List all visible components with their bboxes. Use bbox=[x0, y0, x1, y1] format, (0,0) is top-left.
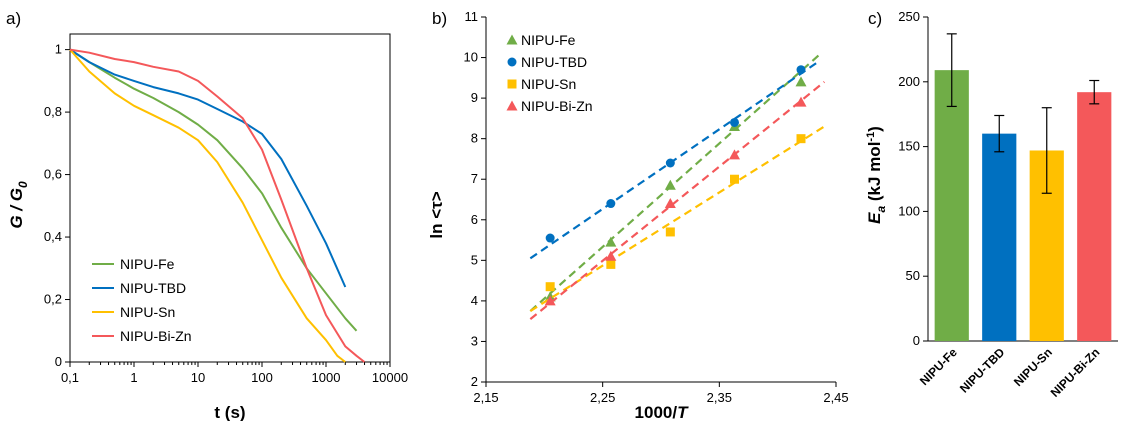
panel-a-ylabel: G / G0 bbox=[7, 181, 30, 229]
panel-a-xtick-label: 10000 bbox=[372, 370, 408, 385]
panel-b-fit-nipu-sn bbox=[529, 125, 825, 312]
panel-a-xtick-label: 1000 bbox=[312, 370, 341, 385]
panel-b-legend-entry: NIPU-Fe bbox=[521, 32, 576, 48]
panel-a-ytick-label: 0,6 bbox=[44, 167, 62, 182]
panel-b-ytick-label: 3 bbox=[471, 333, 478, 348]
panel-c-category-label: NIPU-Sn bbox=[1011, 345, 1055, 389]
panel-b-legend-entry: NIPU-TBD bbox=[521, 54, 587, 70]
panel-c-ytick-label: 150 bbox=[898, 139, 920, 154]
panel-b-label: b) bbox=[432, 9, 447, 28]
panel-a-ytick-label: 0 bbox=[55, 354, 62, 369]
panel-b-point-nipu-sn bbox=[606, 259, 616, 269]
panel-b-ytick-label: 7 bbox=[471, 171, 478, 186]
panel-b-point-nipu-tbd bbox=[606, 199, 616, 209]
panel-b-point-nipu-bi-zn bbox=[544, 295, 556, 306]
panel-c-category-label: NIPU-Fe bbox=[917, 345, 960, 388]
panel-b-point-nipu-fe bbox=[795, 76, 807, 87]
panel-b-ytick-label: 2 bbox=[471, 374, 478, 389]
panel-a-series-nipu-bi-zn bbox=[69, 48, 366, 363]
panel-b-legend-marker bbox=[506, 100, 518, 111]
panel-b-point-nipu-bi-zn bbox=[795, 96, 807, 107]
panel-a-xtick-label: 100 bbox=[251, 370, 273, 385]
panel-b-xtick-label: 2,35 bbox=[707, 390, 732, 405]
panel-b-fit-nipu-tbd bbox=[529, 60, 820, 260]
panel-a-legend-entry: NIPU-TBD bbox=[120, 280, 186, 296]
panel-a-xtick-label: 0,1 bbox=[61, 370, 79, 385]
panel-b-point-nipu-tbd bbox=[545, 233, 555, 243]
panel-b-fit-nipu-fe bbox=[529, 54, 820, 312]
panel-b-point-nipu-bi-zn bbox=[729, 149, 740, 160]
panel-b: b) 1000/T ln <τ> 2,15 2,25 2,35 2,45 2 3 4 5 6 7 8… bbox=[427, 9, 849, 421]
panel-b-point-nipu-tbd bbox=[730, 117, 739, 127]
panel-c-ylabel: Ea (kJ mol-1) bbox=[865, 126, 888, 224]
panel-b-point-nipu-tbd bbox=[796, 65, 806, 75]
panel-a-ytick-label: 0,2 bbox=[44, 292, 62, 307]
panel-a-ytick-label: 0,8 bbox=[44, 104, 62, 119]
panel-a-xtick-label: 1 bbox=[130, 370, 137, 385]
panel-a-legend-entry: NIPU-Bi-Zn bbox=[120, 328, 192, 344]
panel-b-ytick-label: 6 bbox=[471, 212, 478, 227]
panel-c-category-label: NIPU-Bi-Zn bbox=[1048, 345, 1103, 400]
panel-b-xtick-label: 2,45 bbox=[823, 390, 848, 405]
panel-b-point-nipu-bi-zn bbox=[664, 198, 676, 209]
panel-b-fit-nipu-bi-zn bbox=[529, 81, 826, 320]
panel-c-bar bbox=[982, 133, 1017, 341]
panel-c-bar bbox=[934, 70, 969, 342]
panel-a-ytick-label: 0,4 bbox=[44, 229, 62, 244]
panel-b-ytick-label: 9 bbox=[471, 90, 478, 105]
panel-a-series-nipu-fe bbox=[69, 48, 358, 332]
panel-c-bar bbox=[1077, 92, 1112, 341]
panel-b-point-nipu-fe bbox=[605, 236, 617, 247]
panel-b-legend-entry: NIPU-Sn bbox=[521, 76, 576, 92]
panel-b-point-nipu-sn bbox=[730, 174, 739, 184]
panel-b-point-nipu-bi-zn bbox=[605, 250, 617, 261]
panel-a-label: a) bbox=[6, 9, 21, 28]
panel-b-point-nipu-sn bbox=[796, 134, 806, 144]
panel-a-legend-entry: NIPU-Sn bbox=[120, 304, 175, 320]
panel-a-xlabel: t (s) bbox=[214, 403, 245, 421]
panel-c-category-label: NIPU-TBD bbox=[957, 345, 1008, 396]
panel-b-xtick-label: 2,15 bbox=[473, 390, 498, 405]
panel-b-legend-marker bbox=[506, 34, 518, 45]
panel-b-point-nipu-fe bbox=[664, 179, 676, 190]
panel-b-ytick-label: 4 bbox=[471, 293, 478, 308]
panel-a: a) t (s) G / G0 0,1 1 10 100 1000 10000 0 0,2 0,… bbox=[6, 9, 408, 421]
panel-b-point-nipu-tbd bbox=[665, 158, 675, 168]
panel-a-ytick-label: 1 bbox=[55, 42, 62, 57]
panel-c-label: c) bbox=[868, 9, 882, 28]
panel-a-series-nipu-sn bbox=[69, 48, 346, 363]
panel-a-plot-frame bbox=[69, 33, 391, 363]
panel-a-legend-entry: NIPU-Fe bbox=[120, 256, 175, 272]
panel-b-xtick-label: 2,25 bbox=[590, 390, 615, 405]
panel-b-xlabel: 1000/T bbox=[635, 403, 690, 421]
panel-c-ytick-label: 100 bbox=[898, 203, 920, 218]
panel-c-ytick-label: 50 bbox=[906, 268, 920, 283]
panel-b-ytick-label: 5 bbox=[471, 252, 478, 267]
panel-b-legend-marker bbox=[507, 79, 517, 89]
panel-c-ytick-label: 250 bbox=[898, 9, 920, 24]
panel-b-ytick-label: 10 bbox=[464, 50, 478, 65]
panel-b-point-nipu-sn bbox=[545, 282, 555, 292]
panel-a-series-nipu-tbd bbox=[69, 48, 347, 288]
panel-b-legend-marker bbox=[507, 57, 517, 67]
panel-b-ytick-label: 11 bbox=[465, 9, 479, 24]
panel-c-ytick-label: 200 bbox=[898, 74, 920, 89]
panel-b-ylabel: ln <τ> bbox=[427, 191, 446, 238]
panel-b-point-nipu-sn bbox=[665, 227, 675, 237]
panel-b-legend-entry: NIPU-Bi-Zn bbox=[521, 98, 593, 114]
panel-c: c) Ea (kJ mol-1) 050100150200250NIPU-FeN… bbox=[865, 9, 1118, 400]
panel-c-ytick-label: 0 bbox=[913, 333, 920, 348]
panel-a-xtick-label: 10 bbox=[191, 370, 205, 385]
panel-b-ytick-label: 8 bbox=[471, 131, 478, 146]
